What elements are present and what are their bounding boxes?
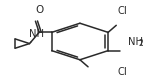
Text: O: O — [35, 5, 43, 15]
Text: NH: NH — [128, 37, 143, 46]
Text: Cl: Cl — [117, 67, 127, 77]
Text: 2: 2 — [138, 39, 143, 48]
Text: Cl: Cl — [117, 6, 127, 16]
Text: NH: NH — [29, 29, 44, 39]
